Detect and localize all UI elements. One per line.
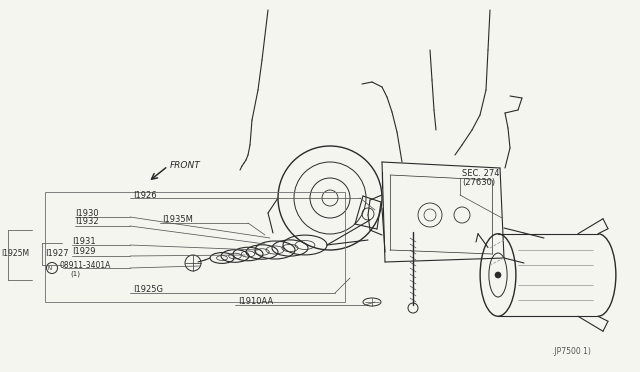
Text: (1): (1) xyxy=(70,271,80,277)
Text: N: N xyxy=(47,266,52,270)
Text: (27630): (27630) xyxy=(462,177,495,186)
Text: 08911-3401A: 08911-3401A xyxy=(60,260,111,269)
Text: I1927: I1927 xyxy=(45,248,68,257)
Text: I1935M: I1935M xyxy=(162,215,193,224)
Bar xyxy=(45,192,345,302)
Text: FRONT: FRONT xyxy=(170,160,201,170)
Text: .JP7500 1): .JP7500 1) xyxy=(552,347,591,356)
Circle shape xyxy=(495,272,501,278)
Text: I1930: I1930 xyxy=(75,208,99,218)
Text: I1932: I1932 xyxy=(75,218,99,227)
Text: I1925M: I1925M xyxy=(1,250,29,259)
Text: SEC. 274: SEC. 274 xyxy=(462,170,499,179)
Text: I1926: I1926 xyxy=(133,190,157,199)
Text: I1929: I1929 xyxy=(72,247,95,257)
Text: I1910AA: I1910AA xyxy=(238,298,273,307)
Text: -: - xyxy=(1,256,3,260)
Text: I1931: I1931 xyxy=(72,237,95,247)
Text: I1925G: I1925G xyxy=(133,285,163,295)
